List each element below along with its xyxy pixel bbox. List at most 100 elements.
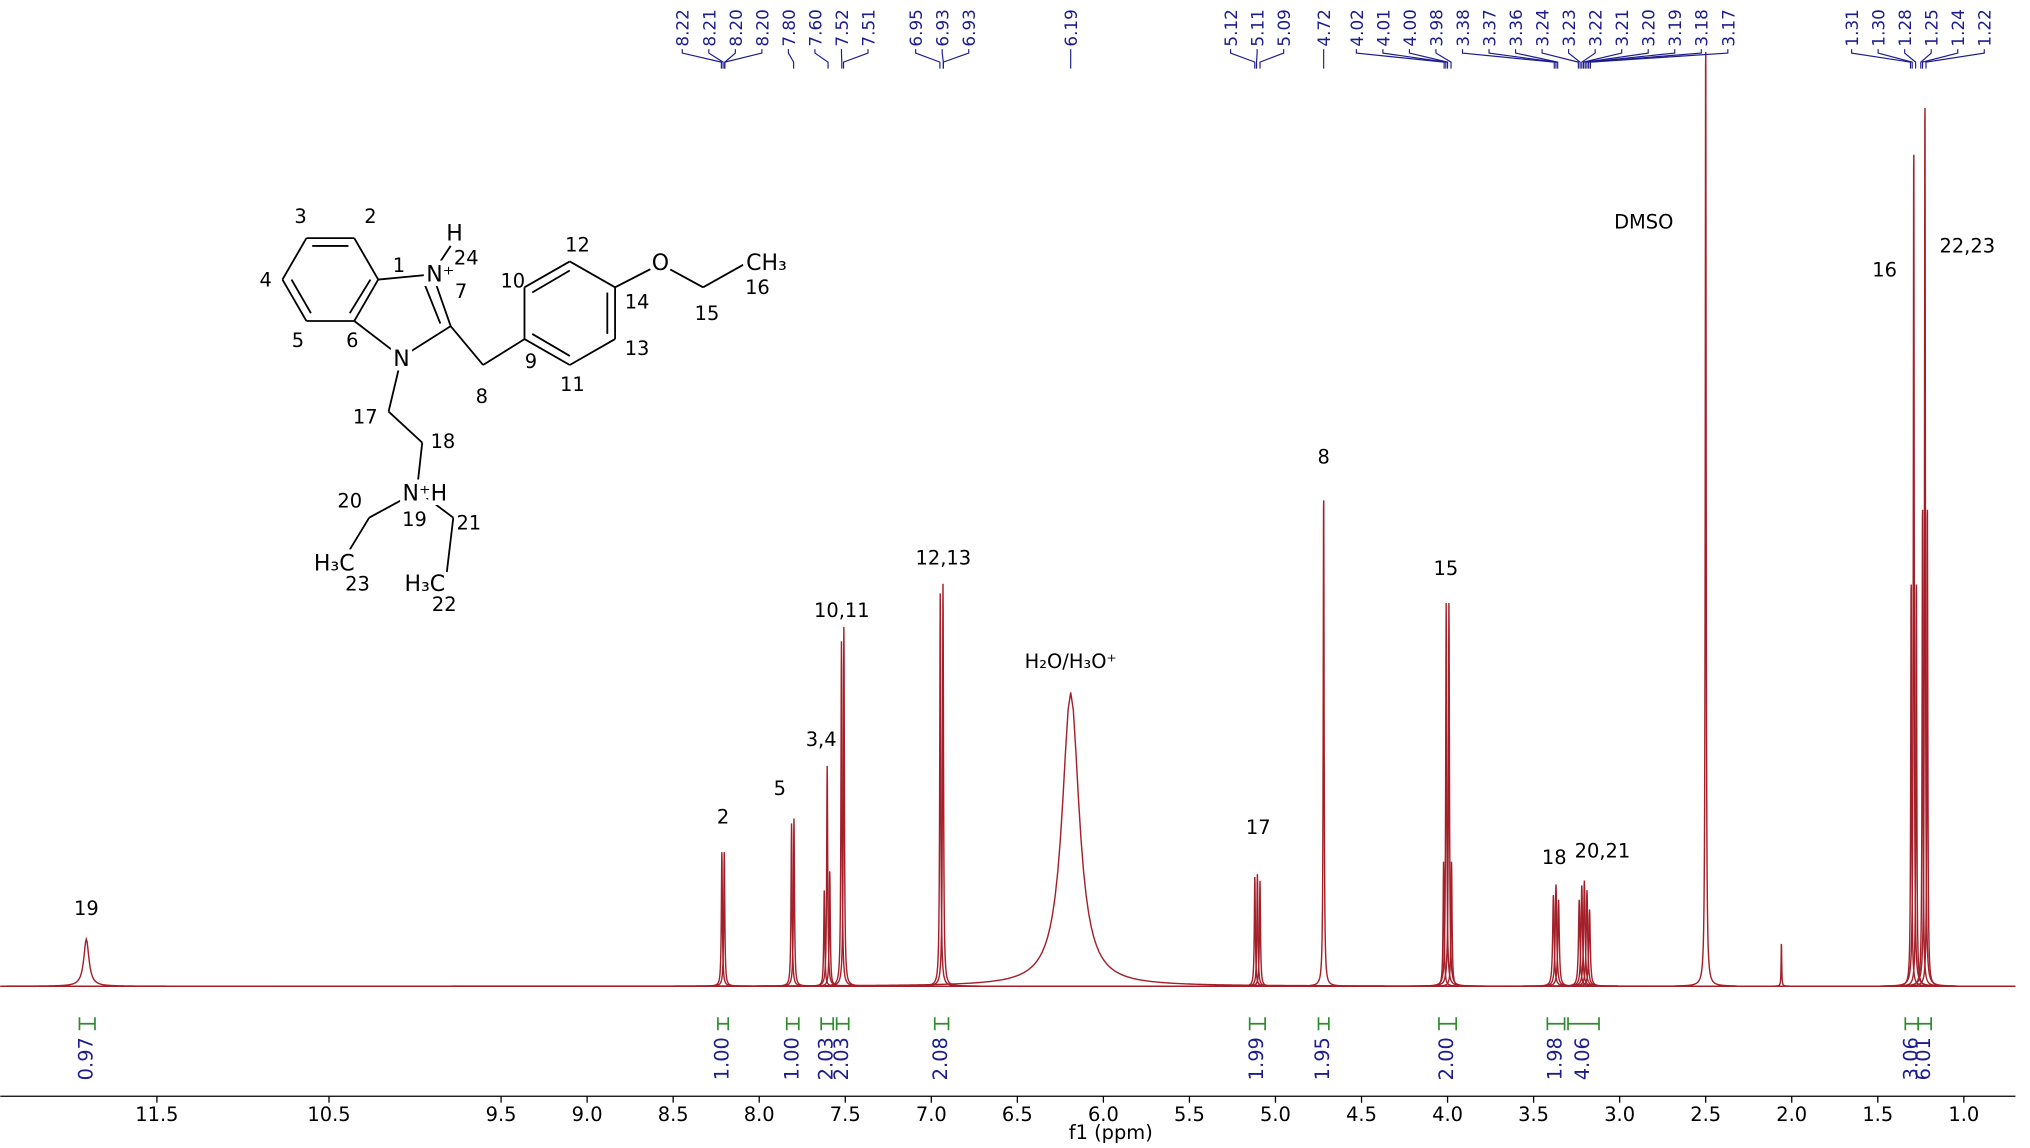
locant: 2 (364, 205, 376, 228)
peak-pick-leader (1925, 49, 1985, 69)
peak (807, 626, 880, 987)
peak-pick-label: 4.01 (1373, 9, 1393, 46)
x-tick-label: 6.0 (1088, 1103, 1119, 1126)
peak-pick-label: 3.37 (1480, 9, 1500, 46)
peak-pick-leader (1230, 49, 1256, 69)
x-tick-label: 8.5 (658, 1103, 689, 1126)
peak-pick-label: 4.00 (1400, 9, 1420, 46)
peak-pick-leader (1581, 49, 1596, 69)
integral (835, 1017, 850, 1031)
peak-pick-leader (1408, 49, 1449, 69)
peak-pick-leader (1259, 49, 1285, 69)
peak-pick-leader (1488, 49, 1557, 69)
peak-pick-leader (814, 49, 829, 69)
bond (421, 493, 454, 519)
integral (785, 1017, 800, 1031)
bond (353, 237, 380, 281)
locant: 4 (259, 268, 271, 291)
peak-pick-label: 7.80 (779, 9, 799, 46)
peak-pick-leader (724, 49, 763, 69)
bond (348, 279, 372, 314)
peak-assignment: 2 (717, 806, 729, 829)
peak-pick-leader (1582, 49, 1623, 69)
peak-pick-label: 1.28 (1895, 9, 1915, 46)
atom: CH₃ (746, 251, 787, 276)
integral (1438, 1017, 1458, 1031)
locant: 21 (456, 512, 481, 535)
bond (281, 237, 308, 281)
bond (437, 245, 452, 266)
peak (1760, 943, 1802, 987)
locant: 24 (454, 246, 479, 269)
peak-pick-leader (1904, 49, 1917, 69)
peak-pick-leader (1355, 49, 1445, 69)
peak-pick-leader (1921, 49, 1959, 69)
bond (482, 338, 525, 366)
locant: 23 (345, 573, 370, 596)
x-tick-label: 11.5 (135, 1103, 178, 1126)
locant: 14 (625, 290, 650, 313)
peak (1880, 584, 1943, 987)
x-tick-label: 7.5 (830, 1103, 861, 1126)
bond (445, 517, 455, 573)
locant: 9 (525, 350, 537, 373)
x-tick-label: 5.5 (1174, 1103, 1205, 1126)
peak (0, 936, 273, 987)
integral (717, 1017, 730, 1031)
x-tick-label: 5.0 (1260, 1103, 1291, 1126)
peak-assignment: 10,11 (814, 599, 870, 622)
locant: 10 (500, 270, 525, 293)
locant: 18 (431, 430, 456, 453)
peak-pick-label: 8.22 (673, 9, 693, 46)
peak-pick-leader (842, 49, 869, 69)
peak-pick-label: 5.11 (1248, 9, 1268, 46)
x-tick-label: 7.0 (916, 1103, 947, 1126)
peak-assignment: 3,4 (806, 728, 837, 751)
x-tick-label: 6.5 (1002, 1103, 1033, 1126)
peak (1893, 107, 1956, 987)
peak (904, 593, 977, 987)
peak-pick-leader (681, 49, 722, 69)
bond (378, 273, 433, 281)
peak-assignment: 22,23 (1939, 234, 1995, 257)
structure: H N⁺ O CH₃ N N⁺H H₃C H₃C 1 2 3 4 5 6 7 8… (259, 205, 791, 616)
atom: N⁺ (426, 263, 454, 288)
peak (1896, 509, 1959, 987)
peak-assignment: 8 (1317, 446, 1329, 469)
peak-pick-label: 3.98 (1426, 9, 1446, 46)
peak-pick-leader (1435, 49, 1452, 69)
peak-pick-label: 8.20 (726, 9, 746, 46)
peak (451, 692, 1688, 987)
bond (531, 269, 571, 294)
bond (353, 279, 380, 322)
peak-pick-label: 7.60 (805, 9, 825, 46)
integral (1904, 1017, 1920, 1031)
peak-pick-label: 3.20 (1639, 9, 1659, 46)
locant: 16 (745, 276, 770, 299)
peak-pick-leader (1589, 49, 1729, 69)
locant: 22 (432, 593, 457, 616)
peak-assignment: DMSO (1614, 210, 1673, 233)
locant: 15 (695, 302, 720, 325)
atom: O (652, 251, 669, 276)
peak-pick-leader (787, 49, 795, 69)
x-tick-label: 9.5 (486, 1103, 517, 1126)
x-tick-label: 8.0 (744, 1103, 775, 1126)
integral-label: 1.98 (1543, 1037, 1566, 1080)
bond (524, 260, 571, 289)
peak-pick-label: 3.38 (1453, 9, 1473, 46)
peak-pick-leader (1568, 49, 1581, 69)
peak (791, 765, 864, 987)
peak-assignment: 20,21 (1575, 839, 1631, 862)
peak-assignment: 5 (774, 777, 786, 800)
peak-assignment: H₂O/H₃O⁺ (1025, 650, 1117, 673)
integral (78, 1017, 96, 1031)
peak-pick-leader (1584, 49, 1649, 69)
peak-pick-leader (1588, 49, 1702, 69)
bond (290, 279, 312, 314)
locant: 17 (353, 406, 378, 429)
bond (659, 263, 704, 289)
peak-pick-label: 3.19 (1665, 9, 1685, 46)
atom: H₃C (314, 551, 355, 576)
locant: 1 (393, 254, 405, 277)
